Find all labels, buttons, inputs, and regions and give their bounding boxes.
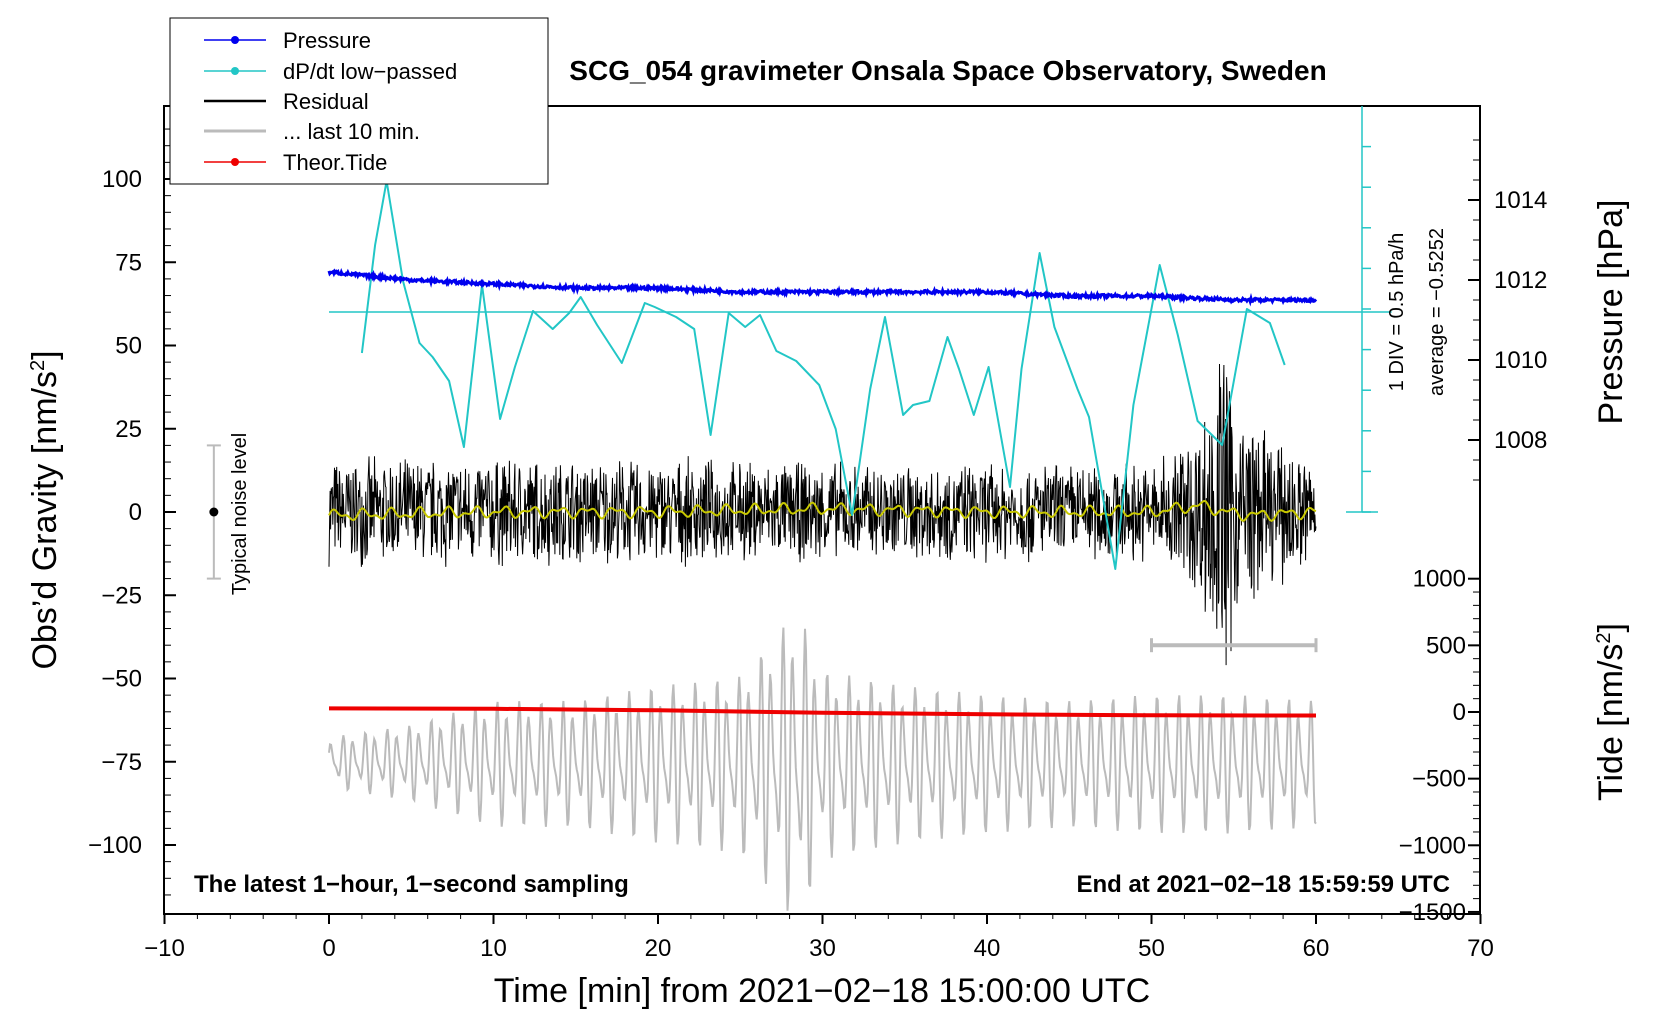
series-residual-smoothed (328, 499, 1317, 523)
y-tick-label-pressure: 1012 (1494, 267, 1547, 294)
legend-marker-dpdt (231, 67, 239, 75)
legend-label-dpdt: dP/dt low−passed (283, 59, 457, 84)
chart-title: SCG_054 gravimeter Onsala Space Observat… (569, 55, 1326, 86)
y-tick-label-tide: −1000 (1399, 832, 1466, 859)
series-last-10-min (328, 627, 1317, 911)
legend-label-last10: ... last 10 min. (283, 119, 420, 144)
series-pressure (327, 268, 1318, 307)
x-axis-label: Time [min] from 2021−02−18 15:00:00 UTC (494, 972, 1150, 1010)
legend-label-residual: Residual (283, 89, 369, 114)
annotation-end-time: End at 2021−02−18 15:59:59 UTC (1076, 871, 1450, 898)
noise-level-label: Typical noise level (229, 433, 251, 595)
x-tick-label: 30 (809, 935, 836, 962)
y-tick-label-gravity: 75 (115, 249, 142, 276)
x-tick-label: 20 (645, 935, 672, 962)
y-tick-label-tide: 1000 (1413, 566, 1466, 593)
y-tick-label-tide: 0 (1453, 699, 1466, 726)
y-tick-label-pressure: 1014 (1494, 187, 1547, 214)
y-axis-label-gravity: Obs’d Gravity [nm/s2] (26, 350, 64, 669)
y-tick-label-pressure: 1010 (1494, 347, 1547, 374)
y-tick-label-gravity: 25 (115, 416, 142, 443)
y-axis-label-tide: Tide [nm/s2] (1592, 623, 1630, 801)
x-tick-label: 50 (1138, 935, 1165, 962)
x-tick-label: 40 (974, 935, 1001, 962)
axis-ticks: −10 0 10 20 30 40 50 60 701007550250−25−50−75−10… (88, 128, 1547, 962)
y-tick-label-tide: 500 (1426, 632, 1466, 659)
legend-marker-tide (231, 158, 239, 166)
x-tick-label: 60 (1303, 935, 1330, 962)
y-tick-label-gravity: −75 (101, 749, 142, 776)
y-tick-label-pressure: 1008 (1494, 427, 1547, 454)
series-dpdt (360, 180, 1286, 570)
legend-marker-pressure (231, 36, 239, 44)
x-tick-label: 10 (480, 935, 507, 962)
y-tick-label-gravity: −25 (101, 582, 142, 609)
legend-label-pressure: Pressure (283, 28, 371, 53)
y-tick-label-gravity: −50 (101, 666, 142, 693)
annotation-sampling: The latest 1−hour, 1−second sampling (194, 871, 629, 898)
y-tick-label-tide: −500 (1412, 766, 1466, 793)
legend: Pressure dP/dt low−passed Residual ... l… (169, 17, 549, 185)
noise-level-center (209, 507, 219, 517)
pressure-div-label: 1 DIV = 0.5 hPa/h (1386, 233, 1408, 391)
y-tick-label-gravity: 100 (102, 166, 142, 193)
x-tick-label: 70 (1467, 935, 1494, 962)
y-axis-label-pressure: Pressure [hPa] (1592, 200, 1630, 425)
series-theor-tide (328, 706, 1317, 718)
y-tick-label-gravity: 50 (115, 333, 142, 360)
data-series (206, 106, 1392, 911)
y-tick-label-tide: −1500 (1399, 899, 1466, 926)
x-tick-label: 0 (322, 935, 335, 962)
legend-label-tide: Theor.Tide (283, 150, 387, 175)
x-tick-label: −10 (144, 935, 185, 962)
pressure-average-label: average = −0.5252 (1426, 228, 1448, 396)
y-tick-label-gravity: 0 (129, 499, 142, 526)
y-tick-label-gravity: −100 (88, 832, 142, 859)
